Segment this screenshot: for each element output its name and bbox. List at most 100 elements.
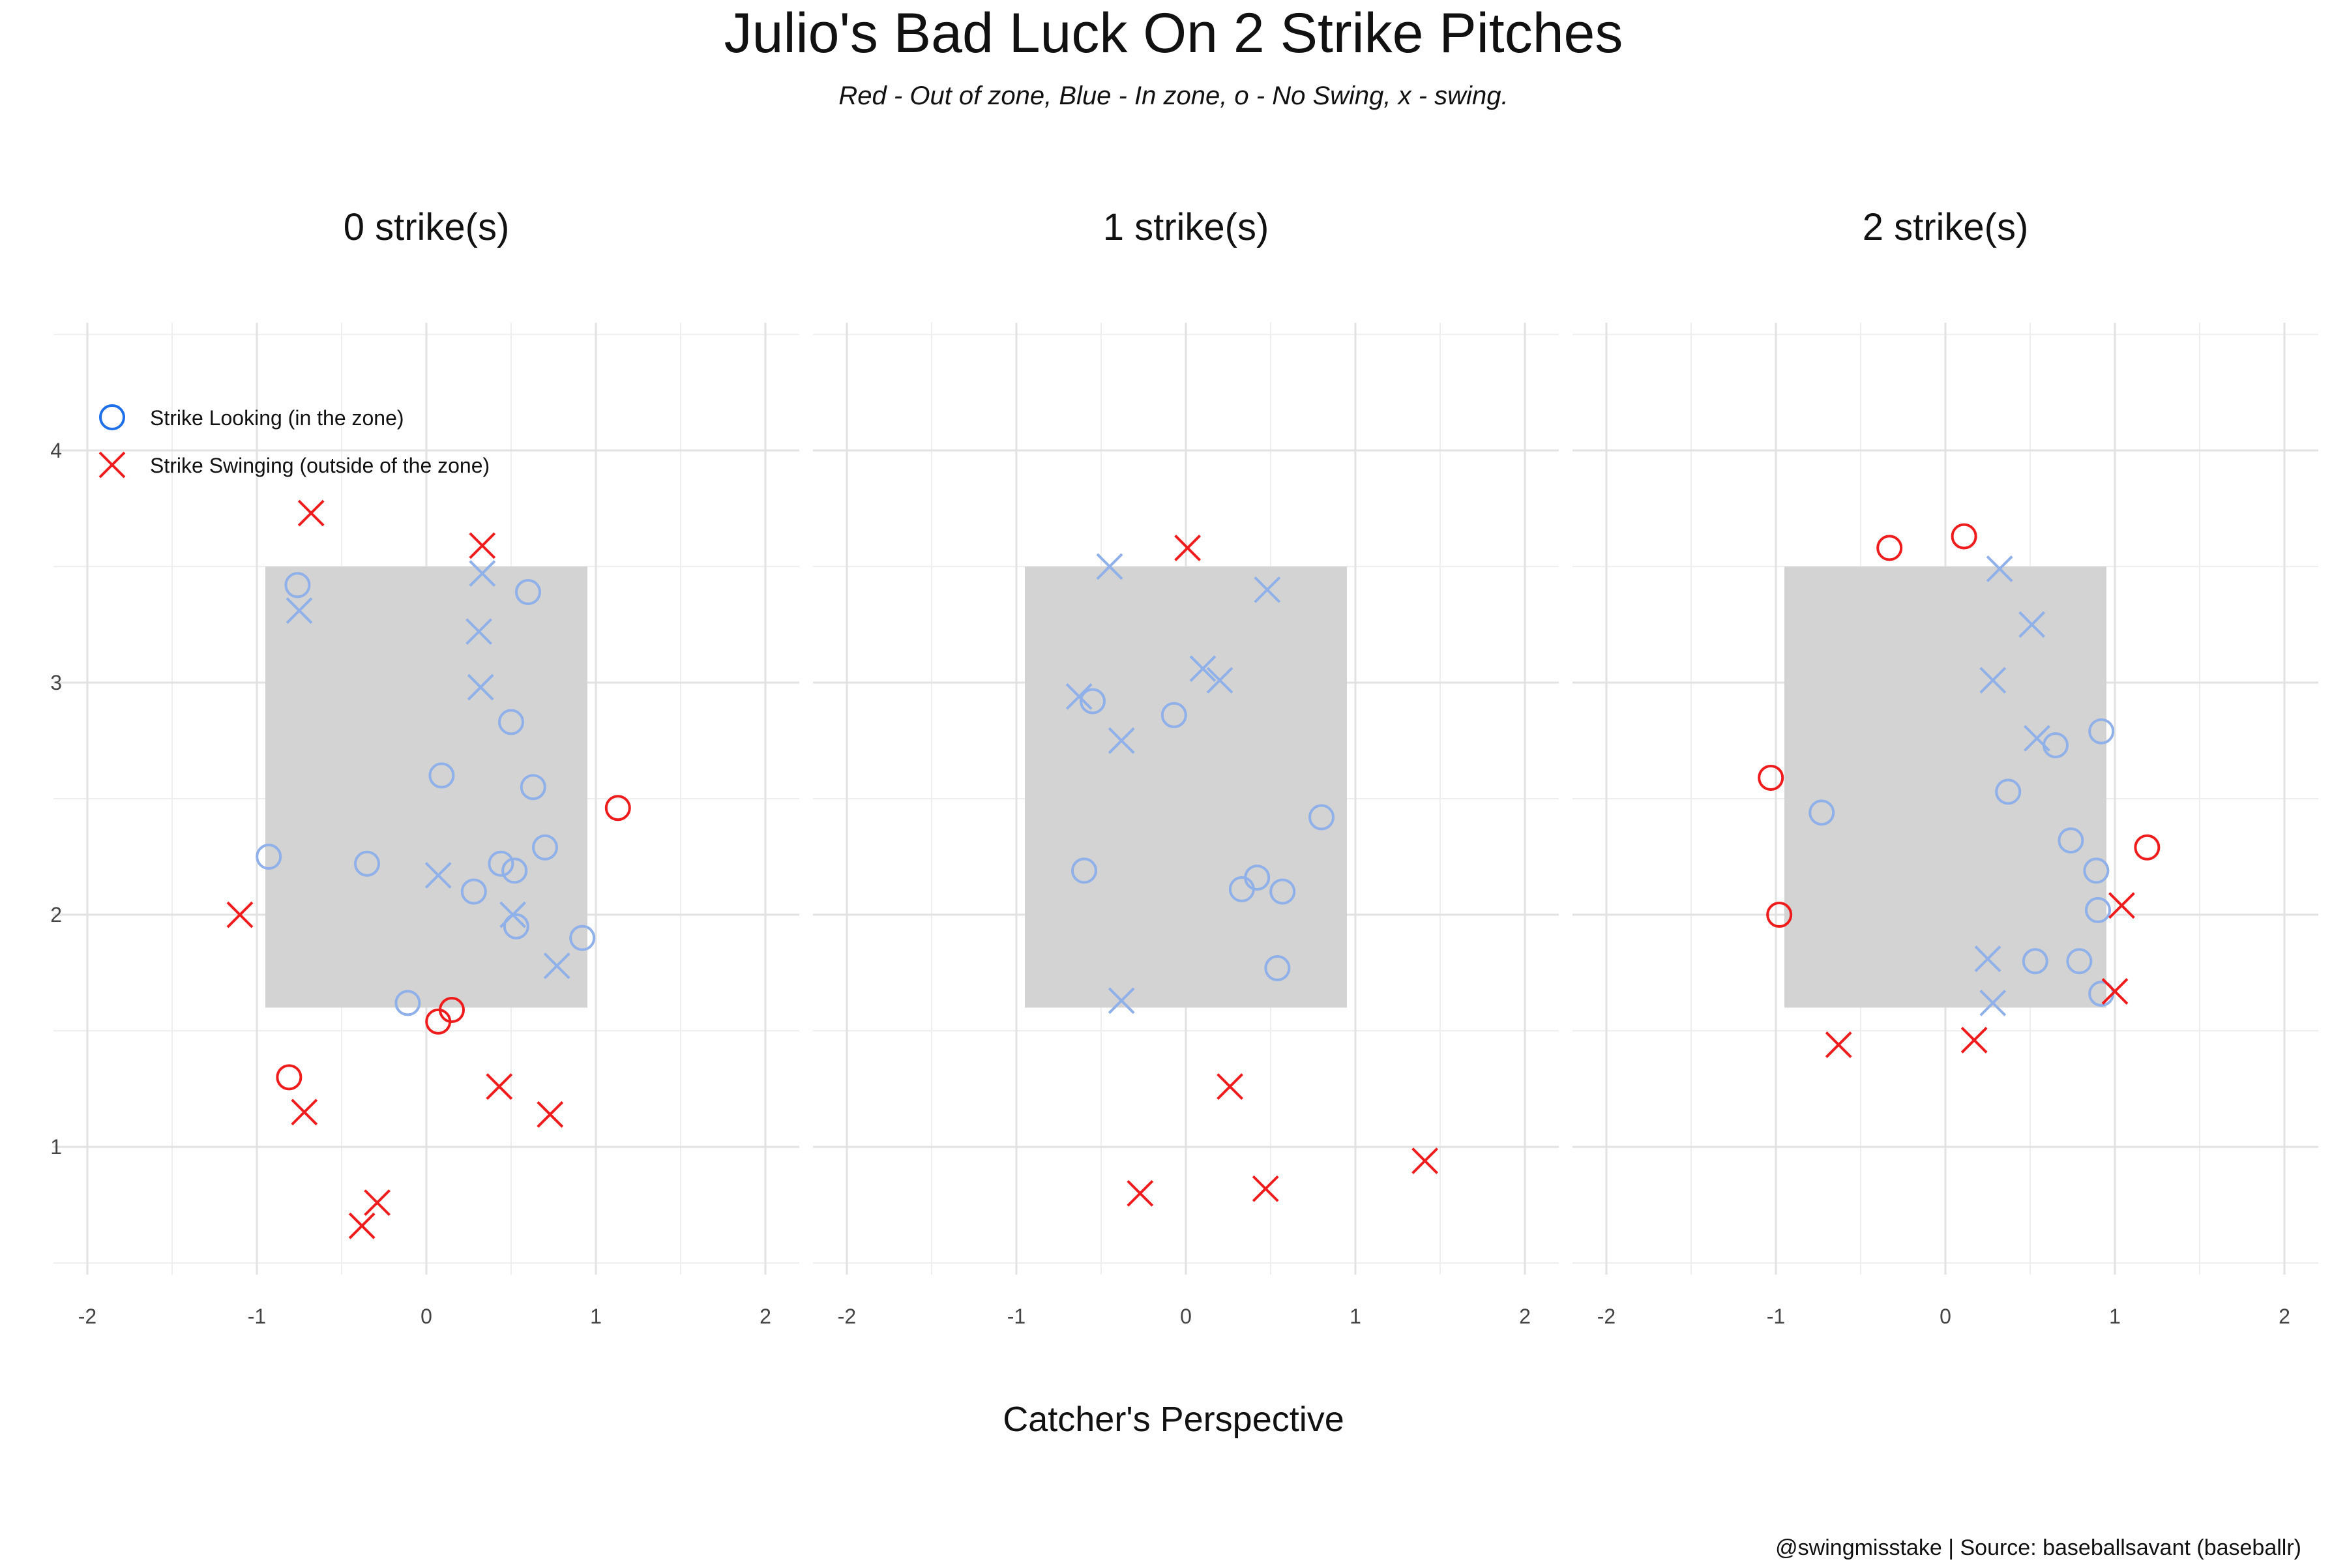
pitch-no-swing-marker [1160,702,1187,728]
pitch-swing-marker [291,1099,318,1126]
pitch-swing-marker [1065,683,1093,710]
pitch-swing-marker [348,1212,376,1239]
pitch-swing-marker [1108,987,1135,1014]
pitch-no-swing-marker [394,990,421,1016]
pitch-swing-marker [1979,666,2007,694]
x-tick-label: 1 [2109,1305,2121,1328]
pitch-swing-marker [1096,553,1123,580]
pitch-no-swing-marker [428,762,455,789]
panel-2: 2 strike(s) -2 -1 0 1 2 [1572,206,2318,1328]
x-tick-label: 1 [1350,1305,1361,1328]
pitch-swing-marker [465,618,493,645]
legend-x-marker [98,451,126,479]
pitch-swing-marker [486,1073,513,1100]
pitch-no-swing-marker [2022,948,2048,975]
pitch-swing-marker [2108,892,2135,919]
x-tick-label: -1 [1007,1305,1026,1328]
pitch-swing-marker [1411,1147,1439,1174]
x-tick-label: 1 [590,1305,602,1328]
pitch-swing-marker [1127,1179,1154,1207]
pitch-swing-marker [297,499,325,527]
pitch-no-swing-marker [2058,827,2084,854]
pitch-swing-marker [467,673,494,701]
pitch-swing-marker [1960,1026,1988,1054]
chart-subtitle: Red - Out of zone, Blue - In zone, o - N… [838,81,1508,110]
pitch-swing-marker [1174,535,1202,561]
x-tick-label: 0 [1180,1305,1192,1328]
strike-zone [1025,566,1347,1008]
x-tick-label: 2 [760,1305,771,1328]
pitch-swing-marker [1217,1073,1244,1100]
pitch-no-swing-marker [1080,688,1106,715]
pitch-swing-marker [424,862,452,889]
pitch-no-swing-marker [284,572,311,599]
pitch-no-swing-marker [2085,896,2111,923]
pitch-swing-marker [2101,978,2129,1005]
pitch-no-swing-marker [503,913,529,939]
pitch-no-swing-marker [256,844,282,870]
pitch-swing-marker [1252,1175,1279,1202]
legend-label: Strike Swinging (outside of the zone) [150,454,490,477]
x-tick-label: 0 [421,1305,432,1328]
pitch-no-swing-marker [354,850,380,877]
legend-label: Strike Looking (in the zone) [150,406,404,430]
y-tick-label: 3 [50,671,62,694]
x-tick-label: -2 [1597,1305,1616,1328]
panel-1: 1 strike(s) -2 -1 0 1 2 [813,206,1559,1328]
legend-circle-marker [99,404,125,430]
pitch-no-swing-marker [1766,902,1793,928]
x-tick-label: -1 [248,1305,266,1328]
pitch-no-swing-marker [2043,732,2069,759]
y-tick-label: 2 [50,903,62,926]
x-tick-label: 2 [2279,1305,2290,1328]
y-tick-label: 1 [50,1135,62,1159]
pitch-no-swing-marker [1876,535,1903,561]
pitch-no-swing-marker [1071,857,1097,884]
pitch-no-swing-marker [515,579,541,606]
pitch-no-swing-marker [1808,799,1835,826]
pitch-no-swing-marker [2134,834,2161,861]
pitch-no-swing-marker [276,1064,303,1091]
panel-0: 0 strike(s) -2 -1 0 1 2 1 2 3 4 [50,206,799,1328]
pitch-swing-marker [1254,576,1281,603]
pitch-no-swing-marker [425,1008,452,1035]
x-tick-label: 2 [1519,1305,1531,1328]
pitch-swing-marker [364,1189,391,1217]
panel-title: 1 strike(s) [1103,206,1269,248]
pitch-no-swing-marker [501,857,528,884]
pitch-no-swing-marker [1264,954,1291,981]
x-tick-label: -2 [78,1305,96,1328]
pitch-swing-marker [1979,989,2007,1016]
chart-caption: @swingmisstake | Source: baseballsavant … [1775,1535,2301,1560]
panel-title: 2 strike(s) [1863,206,2029,248]
pitch-no-swing-marker [2066,948,2093,975]
pitch-no-swing-marker [1995,778,2022,805]
pitch-no-swing-marker [2083,857,2110,884]
pitch-no-swing-marker [1269,878,1296,905]
pitch-swing-marker [2018,611,2046,638]
pitch-no-swing-marker [1228,876,1255,902]
pitch-no-swing-marker [520,774,546,801]
x-tick-label: -2 [838,1305,856,1328]
pitch-swing-marker [1974,945,2001,973]
pitch-swing-marker [1206,666,1233,694]
pitch-no-swing-marker [460,878,487,905]
pitch-swing-marker [1108,727,1135,754]
pitch-no-swing-marker [488,850,514,877]
pitch-no-swing-marker [1758,764,1784,791]
pitch-swing-marker [469,560,496,587]
y-tick-label: 4 [50,439,62,462]
pitch-swing-marker [1825,1031,1852,1058]
pitch-no-swing-marker [498,709,524,735]
x-axis-label: Catcher's Perspective [1003,1400,1344,1439]
legend: Strike Looking (in the zone) Strike Swing… [98,404,490,479]
pitch-no-swing-marker [1951,523,1977,550]
pitch-swing-marker [1986,555,2013,582]
pitch-no-swing-marker [604,795,631,821]
pitch-swing-marker [286,597,313,624]
strike-zone [1784,566,2106,1008]
pitch-swing-marker [543,952,570,979]
